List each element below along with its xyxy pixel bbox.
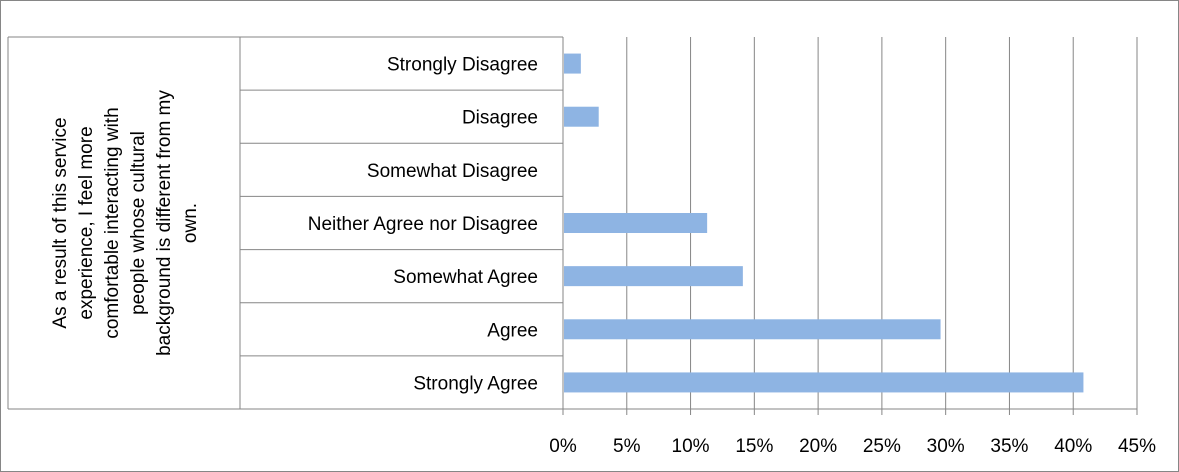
bar [564, 372, 1084, 393]
category-label: Strongly Disagree [387, 55, 538, 76]
x-tick-label: 5% [613, 436, 641, 457]
x-tick-label: 10% [672, 436, 710, 457]
group-label-line: experience, I feel more [76, 126, 97, 319]
axes [7, 36, 1138, 415]
group-label: As a result of this service experience, I… [50, 90, 201, 356]
x-tick-label: 40% [1054, 436, 1092, 457]
group-label-text: As a result of this service experience, I… [50, 90, 201, 356]
category-label: Disagree [462, 108, 538, 129]
category-label: Neither Agree nor Disagree [308, 214, 538, 235]
category-label: Strongly Agree [413, 373, 538, 394]
bar [564, 213, 708, 233]
bar [564, 53, 581, 74]
x-tick-label: 35% [990, 436, 1028, 457]
x-tick-label: 45% [1118, 436, 1156, 457]
group-label-line: people whose cultural [128, 131, 149, 315]
bar [564, 266, 743, 287]
x-tick-label: 30% [927, 436, 965, 457]
group-label-line: As a result of this service [50, 117, 71, 328]
x-tick-label: 0% [549, 436, 577, 457]
category-label: Agree [487, 320, 538, 341]
bar [564, 106, 599, 127]
bars [564, 53, 1084, 393]
bar [564, 319, 941, 340]
group-label-line: comfortable interacting with [102, 107, 123, 338]
group-label-line: background is different from my [154, 90, 175, 356]
category-label: Somewhat Disagree [367, 161, 538, 182]
group-label-line: own. [180, 203, 201, 243]
x-tick-label: 25% [863, 436, 901, 457]
category-labels: Strongly Disagree Disagree Somewhat Disagr… [308, 55, 538, 395]
category-label: Somewhat Agree [393, 267, 538, 288]
gridlines [626, 37, 1138, 409]
x-tick-label: 20% [799, 436, 837, 457]
x-tick-label: 15% [735, 436, 773, 457]
x-tick-labels: 0% 5% 10% 15% 20% 25% 30% 35% 40% 45% [549, 436, 1156, 457]
